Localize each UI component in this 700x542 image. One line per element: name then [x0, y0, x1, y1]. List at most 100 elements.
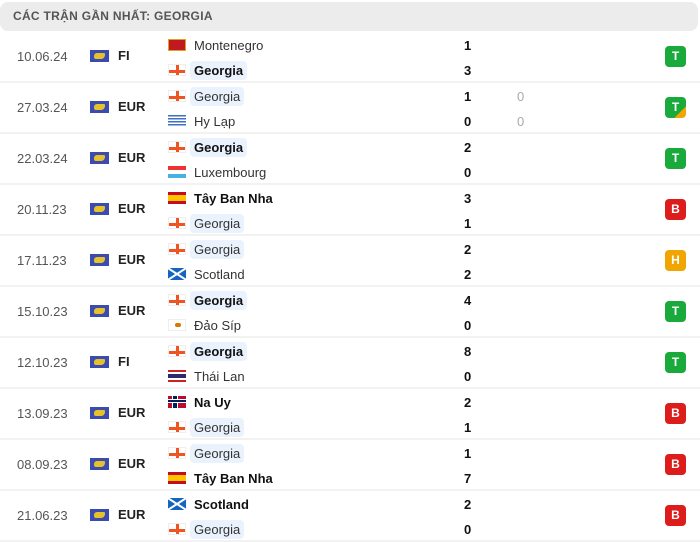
- result-badge: B: [665, 403, 686, 424]
- home-team[interactable]: Georgia: [168, 340, 248, 362]
- match-row[interactable]: 08.09.23 EUR Georgia 1 Tây Ban Nha 7 B: [0, 440, 700, 491]
- home-team[interactable]: Scotland: [168, 493, 253, 515]
- match-row[interactable]: 21.06.23 EUR Scotland 2 Georgia 0 B: [0, 491, 700, 542]
- competition: EUR: [90, 507, 145, 522]
- sco-flag-icon: [168, 268, 186, 280]
- match-row[interactable]: 13.09.23 EUR Na Uy 2 Georgia 1 B: [0, 389, 700, 440]
- home-score: 3: [464, 191, 472, 206]
- away-team[interactable]: Thái Lan: [168, 365, 249, 387]
- away-team[interactable]: Georgia: [168, 212, 245, 234]
- competition: EUR: [90, 252, 145, 267]
- match-date: 21.06.23: [17, 508, 68, 523]
- competition-icon: [90, 508, 109, 521]
- away-team[interactable]: Georgia: [168, 518, 245, 540]
- home-score: 1: [464, 446, 472, 461]
- away-score: 1: [464, 216, 472, 231]
- match-date: 08.09.23: [17, 457, 68, 472]
- away-score: 0: [464, 369, 472, 384]
- cyp-flag-icon: [168, 319, 186, 331]
- section-header: CÁC TRẬN GẦN NHẤT: GEORGIA: [0, 2, 698, 31]
- home-team[interactable]: Montenegro: [168, 34, 267, 56]
- match-row[interactable]: 17.11.23 EUR Georgia 2 Scotland 2 H: [0, 236, 700, 287]
- match-row[interactable]: 10.06.24 FI Montenegro 1 Georgia 3 T: [0, 32, 700, 83]
- home-team-name: Georgia: [190, 86, 245, 106]
- home-score: 2: [464, 242, 472, 257]
- esp-flag-icon: [168, 192, 186, 204]
- home-score: 1: [464, 89, 472, 104]
- home-score: 1: [464, 38, 472, 53]
- home-team[interactable]: Georgia: [168, 136, 248, 158]
- home-team-name: Georgia: [190, 137, 248, 157]
- home-team-name: Georgia: [190, 290, 248, 310]
- geo-flag-icon: [168, 421, 186, 433]
- away-team-name: Tây Ban Nha: [194, 470, 273, 486]
- match-date: 20.11.23: [17, 202, 67, 217]
- competition-label: EUR: [118, 201, 146, 216]
- home-team-name: Georgia: [190, 239, 245, 259]
- away-score: 0: [464, 165, 472, 180]
- result-badge: B: [665, 505, 686, 526]
- away-team[interactable]: Georgia: [168, 59, 248, 81]
- away-score: 0: [464, 522, 472, 537]
- match-row[interactable]: 15.10.23 EUR Georgia 4 Đảo Síp 0 T: [0, 287, 700, 338]
- match-date: 27.03.24: [17, 100, 68, 115]
- away-team[interactable]: Tây Ban Nha: [168, 467, 277, 489]
- competition: EUR: [90, 99, 145, 114]
- geo-flag-icon: [168, 294, 186, 306]
- home-team[interactable]: Georgia: [168, 289, 248, 311]
- competition-label: FI: [118, 48, 130, 63]
- result-badge: H: [665, 250, 686, 271]
- match-date: 15.10.23: [17, 304, 68, 319]
- away-team-name: Georgia: [190, 519, 245, 539]
- competition-icon: [90, 406, 109, 419]
- geo-flag-icon: [168, 217, 186, 229]
- home-team[interactable]: Georgia: [168, 85, 245, 107]
- away-team[interactable]: Georgia: [168, 416, 245, 438]
- home-team[interactable]: Tây Ban Nha: [168, 187, 277, 209]
- match-date: 13.09.23: [17, 406, 68, 421]
- match-date: 22.03.24: [17, 151, 68, 166]
- competition-label: EUR: [118, 252, 146, 267]
- away-penalty-score: 0: [517, 114, 525, 129]
- match-row[interactable]: 22.03.24 EUR Georgia 2 Luxembourg 0 T: [0, 134, 700, 185]
- tha-flag-icon: [168, 370, 186, 382]
- home-team-name: Scotland: [194, 496, 249, 512]
- match-date: 10.06.24: [17, 49, 68, 64]
- away-score: 0: [464, 318, 472, 333]
- geo-flag-icon: [168, 243, 186, 255]
- competition-icon: [90, 151, 109, 164]
- home-team[interactable]: Georgia: [168, 238, 245, 260]
- competition-icon: [90, 202, 109, 215]
- home-team[interactable]: Georgia: [168, 442, 245, 464]
- match-row[interactable]: 12.10.23 FI Georgia 8 Thái Lan 0 T: [0, 338, 700, 389]
- away-team[interactable]: Scotland: [168, 263, 249, 285]
- away-team-name: Đảo Síp: [194, 317, 241, 333]
- match-row[interactable]: 27.03.24 EUR Georgia 1 0 Hy Lạp 0 0 T: [0, 83, 700, 134]
- away-team[interactable]: Luxembourg: [168, 161, 270, 183]
- away-team-name: Scotland: [194, 266, 245, 282]
- competition: EUR: [90, 456, 145, 471]
- competition-label: EUR: [118, 303, 146, 318]
- away-score: 3: [464, 63, 472, 78]
- away-team-name: Georgia: [190, 213, 245, 233]
- result-badge: T: [665, 301, 686, 322]
- competition-label: EUR: [118, 99, 146, 114]
- geo-flag-icon: [168, 64, 186, 76]
- away-score: 7: [464, 471, 472, 486]
- competition-label: EUR: [118, 150, 146, 165]
- home-team[interactable]: Na Uy: [168, 391, 235, 413]
- competition: EUR: [90, 201, 145, 216]
- esp-flag-icon: [168, 472, 186, 484]
- away-team[interactable]: Hy Lạp: [168, 110, 239, 132]
- nor-flag-icon: [168, 396, 186, 408]
- home-team-name: Tây Ban Nha: [194, 190, 273, 206]
- home-team-name: Georgia: [190, 443, 245, 463]
- away-score: 1: [464, 420, 472, 435]
- competition: EUR: [90, 303, 145, 318]
- result-badge: T: [665, 97, 686, 118]
- match-row[interactable]: 20.11.23 EUR Tây Ban Nha 3 Georgia 1 B: [0, 185, 700, 236]
- competition-icon: [90, 355, 109, 368]
- match-date: 17.11.23: [17, 253, 67, 268]
- away-team[interactable]: Đảo Síp: [168, 314, 245, 336]
- competition-label: FI: [118, 354, 130, 369]
